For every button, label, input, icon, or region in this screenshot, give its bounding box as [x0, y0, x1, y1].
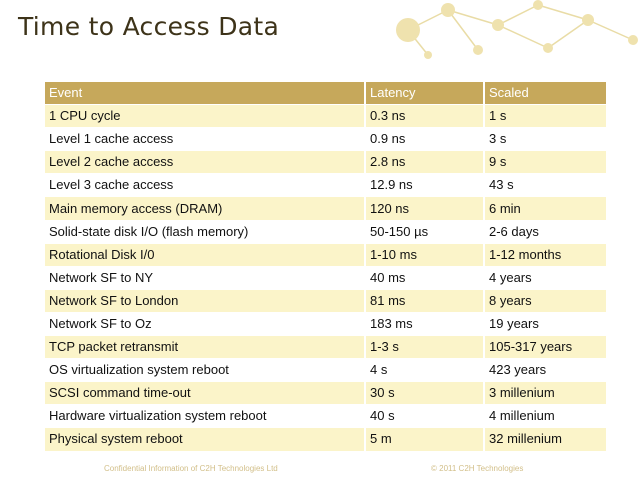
event-cell: OS virtualization system reboot	[45, 358, 366, 382]
event-cell: TCP packet retransmit	[45, 335, 366, 359]
table-header-row: Event Latency Scaled	[45, 82, 606, 105]
table-row: TCP packet retransmit 1-3 s 105-317 year…	[45, 335, 606, 359]
scaled-cell: 8 years	[484, 288, 606, 313]
table-row: Level 2 cache access 2.8 ns 9 s	[45, 150, 606, 174]
event-cell: 1 CPU cycle	[45, 104, 366, 128]
latency-cell: 183 ms	[365, 311, 485, 336]
footer-confidential-note: Confidential Information of C2H Technolo…	[104, 464, 278, 473]
slide-title: Time to Access Data	[18, 12, 280, 41]
scaled-cell: 3 millenium	[484, 381, 606, 405]
latency-cell: 120 ns	[365, 196, 485, 221]
table-row: Network SF to Oz 183 ms 19 years	[45, 311, 606, 336]
event-cell: Level 2 cache access	[45, 150, 366, 174]
table-row: Hardware virtualization system reboot 40…	[45, 404, 606, 428]
event-cell: Rotational Disk I/0	[45, 242, 366, 267]
column-header-event: Event	[45, 82, 366, 105]
scaled-cell: 3 s	[484, 127, 606, 151]
table-row: Rotational Disk I/0 1-10 ms 1-12 months	[45, 242, 606, 267]
table-row: Solid-state disk I/O (flash memory) 50-1…	[45, 219, 606, 244]
scaled-cell: 4 millenium	[484, 404, 606, 428]
event-cell: Hardware virtualization system reboot	[45, 404, 366, 428]
scaled-cell: 4 years	[484, 265, 606, 290]
table-row: Level 3 cache access 12.9 ns 43 s	[45, 173, 606, 197]
latency-cell: 40 s	[365, 404, 485, 428]
table-row: 1 CPU cycle 0.3 ns 1 s	[45, 104, 606, 128]
scaled-cell: 43 s	[484, 173, 606, 197]
table-row: Network SF to NY 40 ms 4 years	[45, 265, 606, 290]
latency-cell: 0.3 ns	[365, 104, 485, 128]
scaled-cell: 423 years	[484, 358, 606, 382]
latency-cell: 0.9 ns	[365, 127, 485, 151]
table-row: OS virtualization system reboot 4 s 423 …	[45, 358, 606, 382]
column-header-latency: Latency	[365, 82, 485, 105]
event-cell: SCSI command time-out	[45, 381, 366, 405]
table-row: SCSI command time-out 30 s 3 millenium	[45, 381, 606, 405]
scaled-cell: 2-6 days	[484, 219, 606, 244]
latency-cell: 12.9 ns	[365, 173, 485, 197]
table-row: Network SF to London 81 ms 8 years	[45, 288, 606, 313]
latency-cell: 1-10 ms	[365, 242, 485, 267]
event-cell: Main memory access (DRAM)	[45, 196, 366, 221]
event-cell: Level 3 cache access	[45, 173, 366, 197]
event-cell: Network SF to Oz	[45, 311, 366, 336]
latency-cell: 5 m	[365, 427, 485, 451]
latency-cell: 40 ms	[365, 265, 485, 290]
latency-cell: 2.8 ns	[365, 150, 485, 174]
event-cell: Physical system reboot	[45, 427, 366, 451]
latency-cell: 30 s	[365, 381, 485, 405]
scaled-cell: 1-12 months	[484, 242, 606, 267]
scaled-cell: 105-317 years	[484, 335, 606, 359]
scaled-cell: 6 min	[484, 196, 606, 221]
latency-cell: 1-3 s	[365, 335, 485, 359]
event-cell: Level 1 cache access	[45, 127, 366, 151]
table-row: Main memory access (DRAM) 120 ns 6 min	[45, 196, 606, 221]
event-cell: Solid-state disk I/O (flash memory)	[45, 219, 366, 244]
scaled-cell: 32 millenium	[484, 427, 606, 451]
scaled-cell: 1 s	[484, 104, 606, 128]
network-graphic	[396, 0, 638, 59]
latency-cell: 4 s	[365, 358, 485, 382]
table-row: Physical system reboot 5 m 32 millenium	[45, 427, 606, 451]
latency-cell: 81 ms	[365, 288, 485, 313]
latency-table: Event Latency Scaled 1 CPU cycle 0.3 ns …	[45, 82, 606, 451]
scaled-cell: 9 s	[484, 150, 606, 174]
table-row: Level 1 cache access 0.9 ns 3 s	[45, 127, 606, 151]
footer-copyright: © 2011 C2H Technologies	[431, 464, 524, 473]
event-cell: Network SF to London	[45, 288, 366, 313]
latency-cell: 50-150 µs	[365, 219, 485, 244]
event-cell: Network SF to NY	[45, 265, 366, 290]
scaled-cell: 19 years	[484, 311, 606, 336]
column-header-scaled: Scaled	[484, 82, 606, 105]
